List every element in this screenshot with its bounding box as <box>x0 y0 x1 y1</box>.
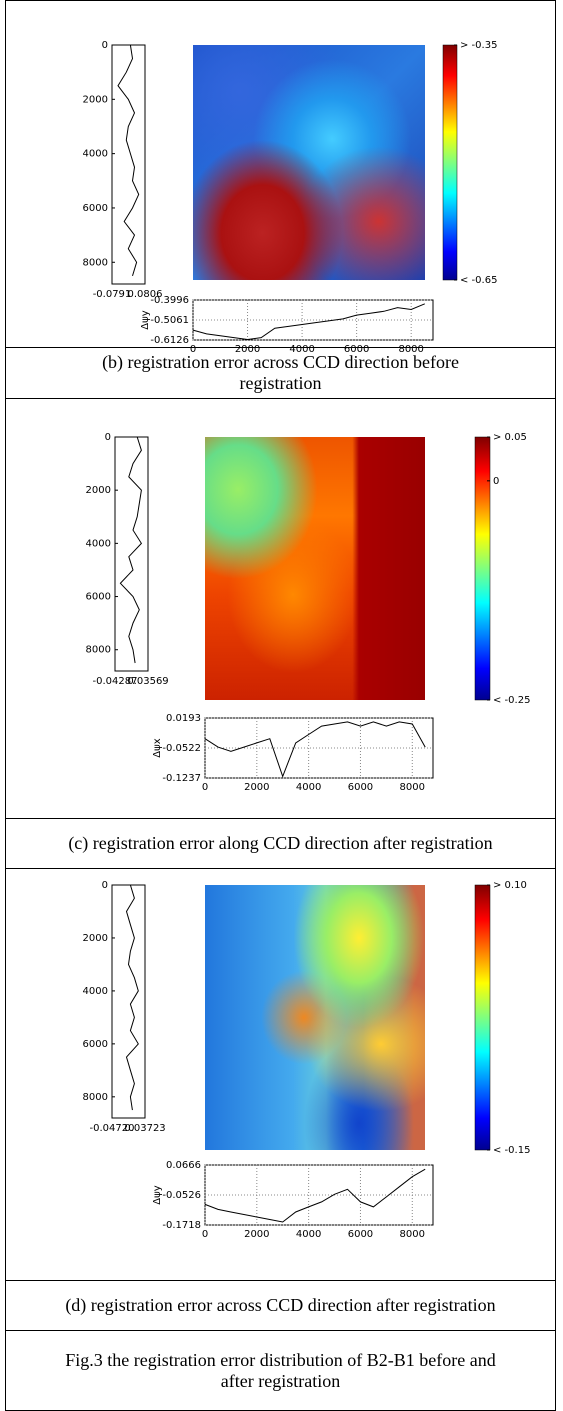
profile-line <box>119 436 143 664</box>
profile-line <box>117 44 140 277</box>
x-tick-label: 0.0806 <box>128 289 163 300</box>
y-tick-label: 4000 <box>83 149 108 160</box>
colorbar <box>474 436 491 701</box>
heatmap <box>205 437 425 700</box>
y-tick-label: -0.5061 <box>150 315 189 326</box>
x-tick-label: 8000 <box>398 344 423 355</box>
y-tick-label: -0.0526 <box>162 1190 201 1201</box>
x-tick-label: -0.04720 <box>90 1123 135 1134</box>
y-tick-label: 4000 <box>86 538 111 549</box>
x-tick-label: 6000 <box>348 782 373 793</box>
y-tick-label: 2000 <box>83 933 108 944</box>
colorbar-label: < -0.65 <box>460 275 497 286</box>
heatmap <box>193 45 425 280</box>
colorbar-label: 0 <box>493 476 499 487</box>
x-tick-label: 8000 <box>400 1229 425 1240</box>
y-tick-label: 6000 <box>83 1039 108 1050</box>
y-tick-label: 0 <box>102 40 108 51</box>
y-tick-label: -0.1237 <box>162 773 201 784</box>
x-tick-label: 4000 <box>296 782 321 793</box>
y-tick-label: 2000 <box>83 94 108 105</box>
x-tick-label: 4000 <box>289 344 314 355</box>
y-tick-label: 0 <box>102 880 108 891</box>
plot-frame <box>111 44 146 285</box>
profile-line <box>125 884 139 1111</box>
x-tick-label: -0.0791 <box>93 289 132 300</box>
y-tick-label: 0 <box>105 432 111 443</box>
y-tick-label: 4000 <box>83 986 108 997</box>
y-tick-label: 6000 <box>86 592 111 603</box>
colorbar <box>442 44 458 281</box>
y-tick-label: 0.0193 <box>166 713 201 724</box>
colorbar <box>474 884 491 1151</box>
x-tick-label: 0.03723 <box>124 1123 165 1134</box>
x-tick-label: 0 <box>202 782 208 793</box>
x-tick-label: 0 <box>190 344 196 355</box>
colorbar-label: > -0.35 <box>460 40 497 51</box>
heatmap <box>205 885 425 1150</box>
y-tick-label: -0.6126 <box>150 335 189 346</box>
y-tick-label: 8000 <box>83 257 108 268</box>
y-tick-label: -0.3996 <box>150 295 189 306</box>
y-tick-label: 8000 <box>86 645 111 656</box>
x-tick-label: 0 <box>202 1229 208 1240</box>
x-tick-label: 4000 <box>296 1229 321 1240</box>
y-tick-label: 0.0666 <box>166 1160 201 1171</box>
x-tick-label: 0.03569 <box>127 676 168 687</box>
profile-line <box>204 1168 426 1223</box>
x-tick-label: 2000 <box>235 344 260 355</box>
y-tick-label: 2000 <box>86 485 111 496</box>
x-tick-label: 6000 <box>344 344 369 355</box>
plot-frame <box>111 884 146 1119</box>
colorbar-label: < -0.15 <box>493 1145 530 1156</box>
x-tick-label: 6000 <box>348 1229 373 1240</box>
y-tick-label: -0.1718 <box>162 1220 201 1231</box>
x-tick-label: -0.04287 <box>93 676 138 687</box>
x-tick-label: 2000 <box>244 1229 269 1240</box>
y-axis-label: Δψx <box>152 738 163 757</box>
y-axis-label: Δψy <box>152 1185 163 1204</box>
profile-line <box>204 721 426 778</box>
colorbar-label: > 0.10 <box>493 880 527 891</box>
y-tick-label: 8000 <box>83 1092 108 1103</box>
colorbar-label: < -0.25 <box>493 695 530 706</box>
colorbar-label: > 0.05 <box>493 432 527 443</box>
profile-line <box>192 303 425 341</box>
x-tick-label: 2000 <box>244 782 269 793</box>
y-axis-label: Δψy <box>140 310 151 329</box>
y-tick-label: -0.0522 <box>162 743 201 754</box>
y-tick-label: 6000 <box>83 203 108 214</box>
x-tick-label: 8000 <box>400 782 425 793</box>
plot-frame <box>114 436 149 672</box>
